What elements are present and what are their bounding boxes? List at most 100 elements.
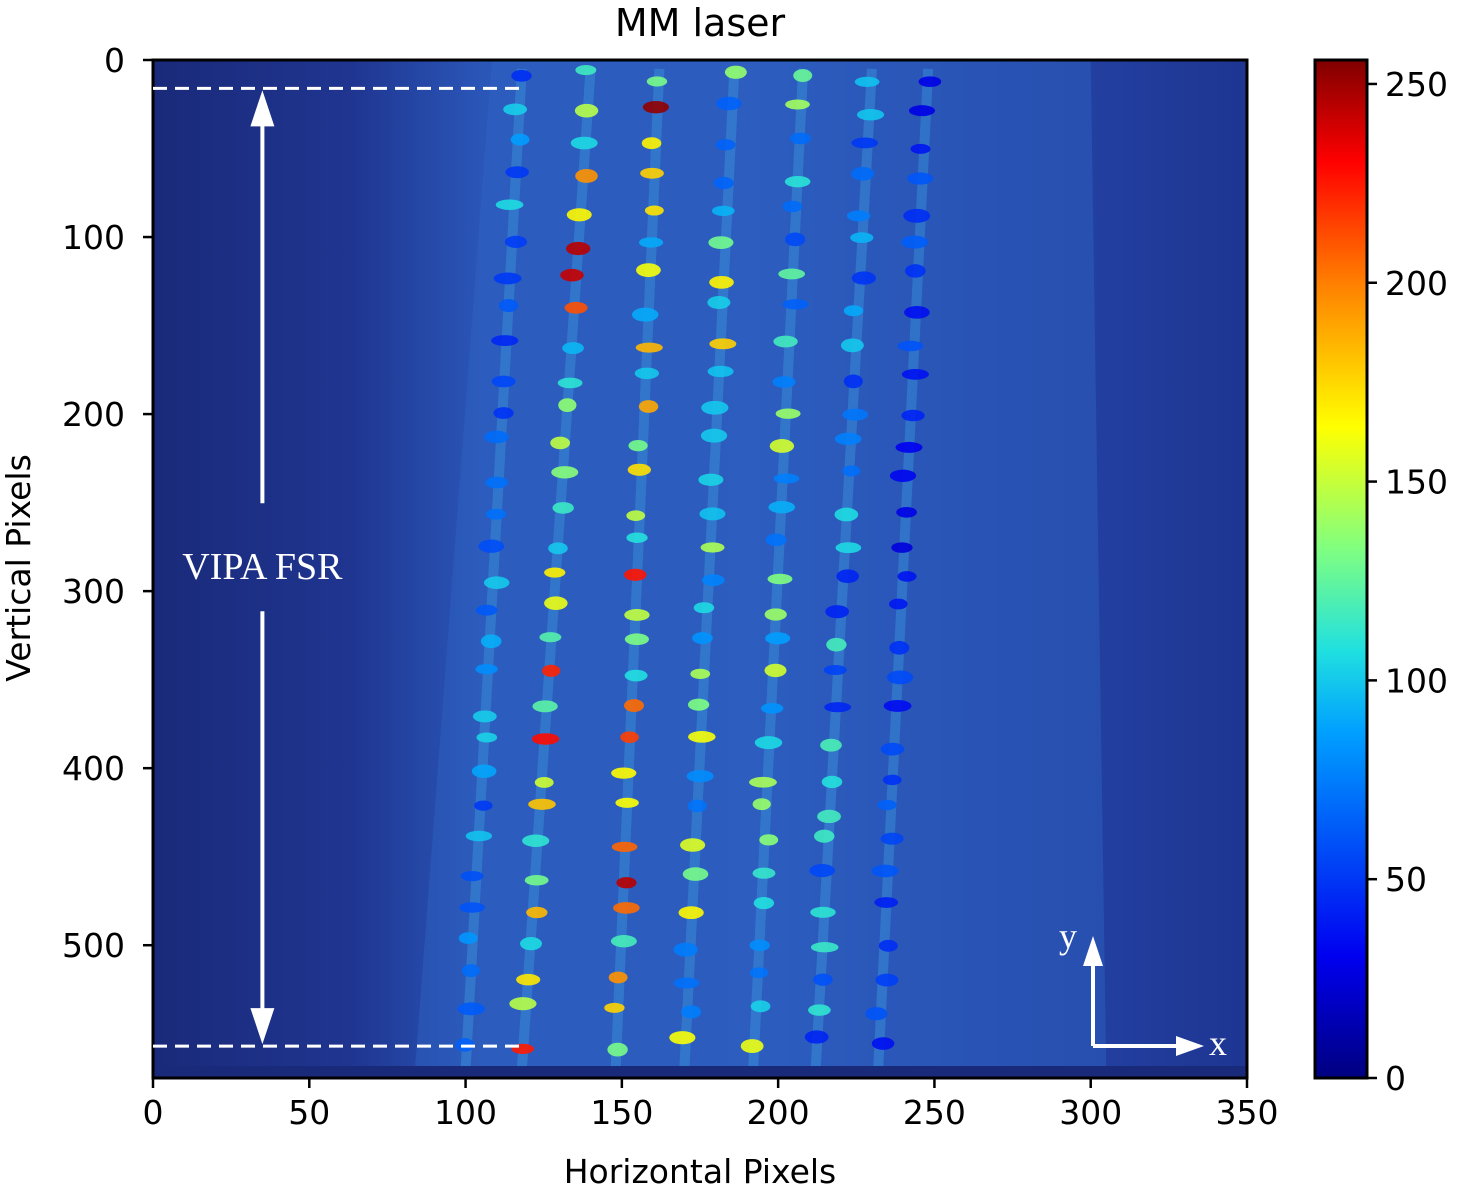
- stripe-2-spot: [520, 937, 542, 951]
- stripe-3-spot: [615, 797, 639, 808]
- stripe-2-spot: [574, 103, 599, 118]
- stripe-5-spot: [782, 200, 803, 213]
- stripe-1-spot: [484, 430, 509, 444]
- stripe-5-spot: [773, 335, 798, 348]
- x-axis-label: Horizontal Pixels: [564, 1152, 837, 1189]
- stripe-2-spot: [551, 466, 579, 479]
- stripe-2-spot: [550, 436, 571, 450]
- stripe-7-spot: [901, 409, 925, 422]
- stripe-5-spot: [784, 232, 806, 247]
- stripe-5-spot: [765, 533, 787, 547]
- stripe-7-spot: [865, 1007, 888, 1021]
- stripe-1: [455, 68, 532, 1070]
- stripe-2-spot: [575, 169, 598, 183]
- stripe-5-spot: [749, 939, 770, 952]
- stripe-3-spot: [624, 669, 648, 682]
- stripe-7-spot: [897, 571, 917, 582]
- plot-frame: [151, 58, 1249, 1080]
- fsr-label: VIPA FSR: [182, 546, 343, 588]
- stripe-6-spot: [821, 775, 843, 789]
- stripe-6-spot: [846, 210, 871, 222]
- stripe-5-spot: [773, 473, 800, 484]
- stripe-6-spot: [817, 809, 841, 824]
- stripe-1-spot: [511, 69, 532, 82]
- stripe-4-spot: [687, 799, 707, 813]
- stripe-7-spot: [874, 897, 899, 908]
- stripe-3-spot: [631, 307, 659, 322]
- axis-indicator-x-head: [1176, 1036, 1204, 1056]
- stripe-2-spot: [544, 596, 568, 611]
- stripe-2-spot: [558, 398, 577, 413]
- stripe-1-spot: [480, 634, 502, 649]
- stripe-2-spot: [552, 502, 574, 514]
- stripe-2-spot: [522, 834, 550, 847]
- stripe-2-spot: [557, 377, 583, 389]
- stripe-4-spot: [701, 400, 729, 415]
- stripe-6-spot: [813, 973, 833, 986]
- colorbar-tick-label-50: 50: [1385, 860, 1427, 899]
- stripe-1-spot: [483, 576, 510, 589]
- stripe-5-spot: [740, 1039, 764, 1054]
- stripe-7-spot: [905, 264, 926, 278]
- stripe-1-spot: [457, 1002, 485, 1016]
- stripe-7-spot: [889, 598, 908, 610]
- stripe-2-spot: [544, 567, 566, 578]
- stripe-1-spot: [491, 375, 516, 388]
- stripe-3-spot: [628, 439, 648, 452]
- stripe-5: [740, 68, 813, 1070]
- fsr-arrowhead-up: [250, 90, 275, 127]
- stripe-3-spot: [627, 463, 651, 476]
- stripe-6-spot: [810, 906, 836, 918]
- y-axis-ticks: 0 100 200 300 400 500: [62, 41, 153, 965]
- stripe-6-spot: [825, 605, 850, 619]
- stripe-7: [865, 68, 942, 1070]
- stripe-5-spot: [768, 501, 796, 514]
- x-tick-label-50: 50: [288, 1093, 330, 1132]
- y-axis-label: Vertical Pixels: [0, 454, 38, 682]
- stripe-6-spot: [851, 271, 877, 285]
- stripe-2-spot: [524, 875, 549, 886]
- stripe-7-spot: [901, 235, 929, 249]
- stripe-2-spot: [534, 777, 554, 788]
- x-tick-label-300: 300: [1059, 1093, 1122, 1132]
- stripe-4-spot: [709, 338, 737, 350]
- stripe-7-spot: [910, 143, 931, 154]
- stripe-5-spot: [764, 608, 787, 621]
- x-tick-label-350: 350: [1216, 1093, 1279, 1132]
- stripe-5-spot: [750, 1000, 771, 1013]
- stripe-1-spot: [491, 335, 519, 347]
- stripe-1-spot: [510, 133, 530, 146]
- stripe-3-spot: [623, 699, 645, 713]
- x-tick-label-100: 100: [434, 1093, 497, 1132]
- stripe-6-spot: [814, 829, 835, 843]
- stripe-7-spot: [878, 939, 898, 952]
- colorbar-tick-label-100: 100: [1385, 661, 1448, 700]
- stripe-3-spot: [611, 767, 637, 779]
- stripe-5-spot: [769, 439, 795, 453]
- stripe-2-spot: [566, 241, 591, 256]
- stripe-3-spot: [624, 633, 649, 646]
- stripe-3-spot: [613, 902, 640, 914]
- stripe-3-spot: [644, 205, 664, 216]
- stripe-1-spot: [498, 299, 519, 313]
- stripe-1-spot: [472, 710, 497, 723]
- stripe-3-spot: [641, 137, 662, 150]
- stripe-7-spot: [895, 441, 923, 453]
- axis-indicator-x-label: x: [1209, 1023, 1227, 1063]
- stripe-7-spot: [871, 1037, 895, 1050]
- plot-bottom-band: [153, 1066, 1247, 1078]
- stripe-7-spot: [877, 799, 897, 811]
- stripe-4-spot: [708, 236, 734, 249]
- stripe-3-spot: [610, 935, 637, 948]
- colorbar-tick-label-150: 150: [1385, 463, 1448, 502]
- stripe-1-spot: [493, 272, 522, 285]
- stripe-4-spot: [681, 1005, 702, 1019]
- stripe-4-spot: [709, 275, 734, 289]
- colorbar-tick-label-200: 200: [1385, 264, 1448, 303]
- stripe-4-trace: [679, 68, 740, 1070]
- stripe-1-spot: [503, 103, 528, 116]
- stripe-6-spot: [804, 1030, 829, 1044]
- stripe-4-spot: [698, 473, 724, 486]
- stripe-6-spot: [834, 432, 862, 446]
